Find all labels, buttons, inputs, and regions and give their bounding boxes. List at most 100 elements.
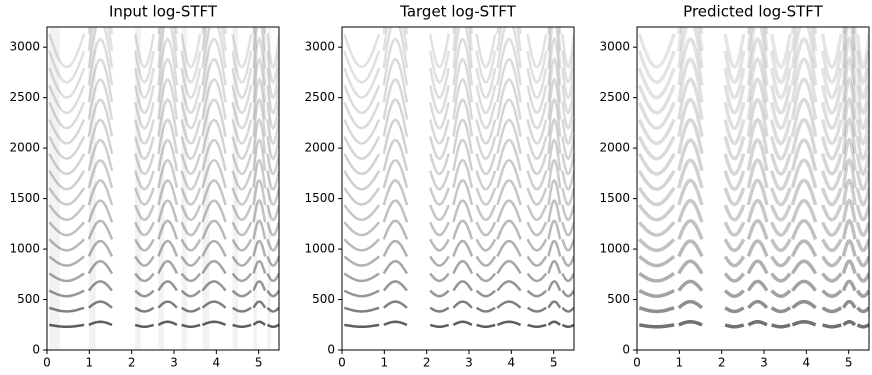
harmonic-stripe <box>496 158 522 189</box>
harmonic-stripe <box>452 280 473 292</box>
harmonic-stripe <box>496 138 522 172</box>
harmonic-stripe <box>429 323 450 328</box>
harmonic-stripe <box>428 102 450 130</box>
harmonic-stripe <box>231 187 253 206</box>
spectrogram-texture <box>48 27 279 350</box>
harmonic-stripe <box>496 27 522 69</box>
harmonic-stripe <box>637 84 676 115</box>
noise-band <box>202 27 210 350</box>
harmonic-stripe <box>48 289 85 298</box>
harmonic-stripe <box>769 119 792 146</box>
harmonic-stripe <box>841 259 857 275</box>
harmonic-stripe <box>855 102 869 131</box>
harmonic-stripe <box>87 37 114 86</box>
harmonic-stripe <box>496 280 522 292</box>
harmonic-stripe <box>157 280 178 292</box>
harmonic-stripe <box>157 57 179 103</box>
harmonic-stripe <box>180 272 202 283</box>
harmonic-stripe <box>475 119 497 145</box>
harmonic-stripe <box>547 138 562 171</box>
harmonic-stripe <box>790 178 818 206</box>
harmonic-stripe <box>821 272 843 283</box>
harmonic-stripe <box>790 138 818 172</box>
harmonic-stripe <box>231 153 253 176</box>
harmonic-stripe <box>231 119 253 145</box>
harmonic-stripe <box>561 204 574 222</box>
harmonic-stripe <box>133 136 155 161</box>
harmonic-stripe <box>746 239 769 258</box>
harmonic-stripe <box>343 67 381 100</box>
harmonic-stripe <box>382 239 409 257</box>
harmonic-stripe <box>134 323 155 328</box>
harmonic-stripe <box>855 221 869 237</box>
harmonic-stripe <box>746 117 769 154</box>
harmonic-stripe <box>231 102 253 130</box>
y-tick-label: 1500 <box>304 191 335 205</box>
harmonic-stripe <box>157 27 179 69</box>
harmonic-stripe <box>201 98 227 137</box>
noise-band <box>49 27 60 350</box>
harmonic-stripe <box>49 323 85 328</box>
harmonic-stripe <box>48 306 85 313</box>
harmonic-stripe <box>429 306 450 313</box>
harmonic-stripe <box>637 221 676 237</box>
harmonic-stripe <box>266 272 279 283</box>
harmonic-stripe <box>428 153 450 176</box>
y-tick-label: 2000 <box>9 141 40 155</box>
harmonic-stripe <box>87 138 114 172</box>
harmonic-stripe <box>157 300 178 309</box>
harmonic-stripe <box>526 102 548 130</box>
harmonic-stripe <box>526 50 548 84</box>
harmonic-stripe <box>475 50 497 84</box>
harmonic-stripe <box>428 33 450 69</box>
harmonic-stripe <box>266 255 279 267</box>
harmonic-stripe <box>88 320 113 327</box>
harmonic-stripe <box>841 218 857 240</box>
noise-band <box>158 27 164 350</box>
harmonic-stripe <box>769 187 792 207</box>
harmonic-stripe <box>157 219 179 240</box>
harmonic-stripe <box>561 323 574 328</box>
harmonic-stripe <box>382 280 408 292</box>
x-tick-label: 2 <box>718 356 726 370</box>
harmonic-stripe <box>769 170 792 192</box>
harmonic-stripe <box>180 84 202 115</box>
harmonic-stripe <box>526 238 548 252</box>
harmonic-stripe <box>452 199 474 223</box>
harmonic-stripe <box>769 136 792 161</box>
harmonic-stripe <box>201 300 227 309</box>
harmonic-stripe <box>343 255 380 267</box>
harmonic-stripe <box>841 55 857 103</box>
axes-frame <box>636 26 870 351</box>
harmonic-stripe <box>561 85 574 115</box>
harmonic-stripe <box>723 153 746 176</box>
harmonic-stripe <box>382 199 409 223</box>
harmonic-stripe <box>841 157 857 189</box>
harmonic-stripe <box>344 323 380 328</box>
harmonic-stripe <box>790 117 818 155</box>
harmonic-stripe <box>266 85 279 115</box>
harmonic-stripe <box>452 97 474 137</box>
harmonic-stripe <box>48 101 86 130</box>
harmonic-stripe <box>266 323 279 328</box>
harmonic-stripe <box>48 118 86 145</box>
harmonic-stripe <box>724 306 745 314</box>
harmonic-stripe <box>180 102 202 130</box>
harmonic-stripe <box>133 119 155 145</box>
harmonic-stripe <box>820 101 843 131</box>
harmonic-stripe <box>428 67 450 100</box>
harmonic-stripe <box>841 178 857 206</box>
harmonic-stripe <box>382 98 409 137</box>
harmonic-stripe <box>475 221 497 237</box>
x-tick-label: 1 <box>86 356 94 370</box>
harmonic-stripe <box>770 289 792 298</box>
harmonic-stripe <box>526 221 548 237</box>
x-tick-label: 3 <box>760 356 768 370</box>
harmonic-stripe <box>475 153 497 176</box>
y-tick-label: 3000 <box>304 40 335 54</box>
harmonic-stripe <box>791 320 817 327</box>
harmonic-stripe <box>638 306 675 314</box>
harmonic-stripe <box>820 204 843 222</box>
harmonic-stripe <box>343 170 381 191</box>
harmonic-stripe <box>252 259 267 274</box>
